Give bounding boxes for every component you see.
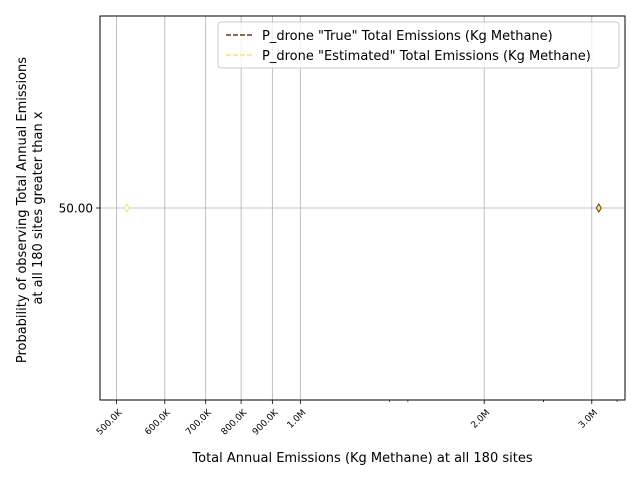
x-tick-label: 800.0K: [220, 407, 250, 437]
data-point-true: [595, 203, 602, 213]
y-tick-label: 50.00: [59, 202, 93, 216]
x-axis: 500.0K 600.0K 700.0K 800.0K 900.0K 1.0M 2.0M 3.…: [95, 400, 618, 437]
legend-box: [217, 21, 620, 69]
x-tick-label: 700.0K: [184, 407, 214, 437]
legend: P_drone "True" Total Emissions (Kg Metha…: [217, 21, 620, 69]
x-tick-label: 1.0M: [286, 408, 309, 431]
x-tick-label: 500.0K: [95, 407, 125, 437]
grid-lines: [100, 16, 625, 400]
y-axis-label-line-2: at all 180 sites greater than x: [31, 111, 46, 304]
x-tick-label: 2.0M: [470, 408, 493, 431]
y-axis-label-line-1: Probability of observing Total Annual Em…: [15, 57, 30, 363]
x-tick-label: 600.0K: [143, 407, 173, 437]
x-tick-label: 3.0M: [577, 408, 600, 431]
data-series: [123, 203, 602, 213]
data-point-estimated: [123, 203, 130, 213]
legend-label-true: P_drone "True" Total Emissions (Kg Metha…: [262, 29, 553, 44]
legend-label-estimated: P_drone "Estimated" Total Emissions (Kg …: [262, 49, 591, 64]
x-axis-label: Total Annual Emissions (Kg Methane) at a…: [191, 451, 532, 466]
x-tick-label: 900.0K: [251, 407, 281, 437]
y-axis-label: Probability of observing Total Annual Em…: [15, 53, 46, 363]
y-axis: 50.00: [59, 202, 100, 216]
